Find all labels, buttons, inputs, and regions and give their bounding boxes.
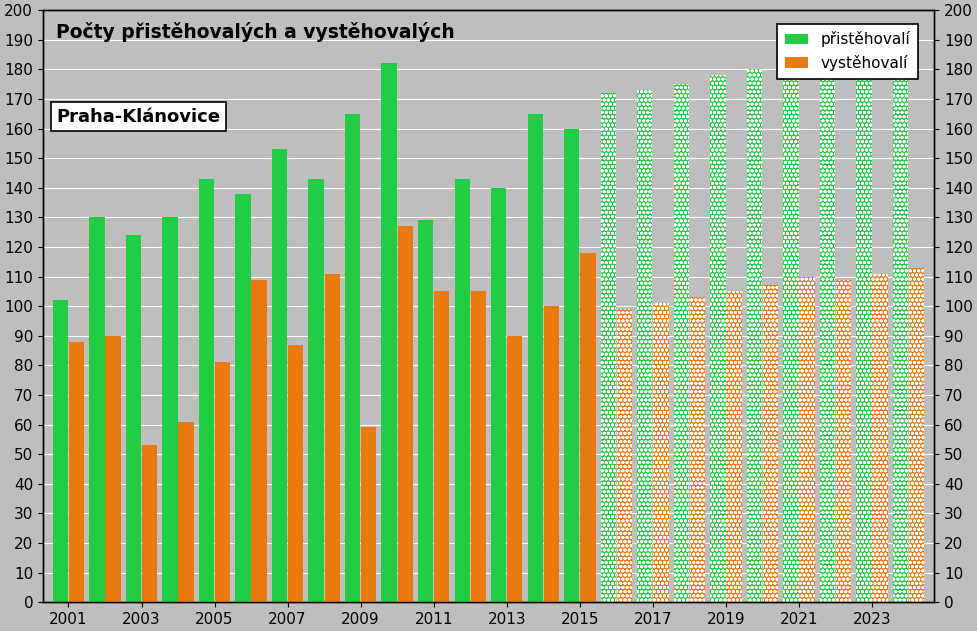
Bar xyxy=(491,188,506,602)
Bar xyxy=(398,227,413,602)
Bar xyxy=(784,69,798,602)
Bar xyxy=(471,292,486,602)
Bar xyxy=(674,84,689,602)
Bar xyxy=(746,69,762,602)
Bar xyxy=(836,280,851,602)
Bar xyxy=(381,64,397,602)
Bar xyxy=(580,253,596,602)
Bar xyxy=(799,276,815,602)
Bar xyxy=(654,303,668,602)
Bar xyxy=(836,280,851,602)
Bar xyxy=(820,61,835,602)
Bar xyxy=(690,297,705,602)
Bar xyxy=(710,75,726,602)
Bar xyxy=(345,114,361,602)
Bar xyxy=(106,336,121,602)
Bar xyxy=(543,306,559,602)
Bar xyxy=(637,90,653,602)
Bar xyxy=(799,276,815,602)
Bar xyxy=(507,336,523,602)
Bar xyxy=(528,114,543,602)
Bar xyxy=(893,49,909,602)
Bar xyxy=(690,297,705,602)
Bar xyxy=(893,49,909,602)
Text: Počty přistěhovalých a vystěhovalých: Počty přistěhovalých a vystěhovalých xyxy=(57,22,455,42)
Bar xyxy=(288,345,303,602)
Bar xyxy=(601,93,616,602)
Bar xyxy=(68,341,84,602)
Bar xyxy=(763,285,778,602)
Bar xyxy=(53,300,68,602)
Bar xyxy=(763,285,778,602)
Bar xyxy=(674,84,689,602)
Bar xyxy=(324,274,340,602)
Bar xyxy=(637,90,653,602)
Bar xyxy=(454,179,470,602)
Bar xyxy=(251,280,267,602)
Bar xyxy=(199,179,214,602)
Bar xyxy=(872,274,888,602)
Bar xyxy=(162,217,178,602)
Text: Praha-Klánovice: Praha-Klánovice xyxy=(57,108,220,126)
Bar xyxy=(820,61,835,602)
Bar xyxy=(309,179,323,602)
Bar xyxy=(235,194,251,602)
Bar xyxy=(418,220,434,602)
Bar xyxy=(726,292,742,602)
Bar xyxy=(434,292,449,602)
Bar xyxy=(616,309,632,602)
Bar xyxy=(856,54,871,602)
Bar xyxy=(746,69,762,602)
Bar xyxy=(126,235,141,602)
Bar xyxy=(710,75,726,602)
Bar xyxy=(856,54,871,602)
Bar xyxy=(142,445,157,602)
Bar xyxy=(564,129,579,602)
Bar xyxy=(361,427,376,602)
Bar xyxy=(89,217,105,602)
Legend: přistěhovalí, vystěhovalí: přistěhovalí, vystěhovalí xyxy=(778,24,917,79)
Bar xyxy=(616,309,632,602)
Bar xyxy=(654,303,668,602)
Bar xyxy=(909,268,924,602)
Bar xyxy=(726,292,742,602)
Bar xyxy=(909,268,924,602)
Bar xyxy=(272,150,287,602)
Bar xyxy=(784,69,798,602)
Bar xyxy=(872,274,888,602)
Bar xyxy=(215,362,231,602)
Bar xyxy=(601,93,616,602)
Bar xyxy=(179,422,193,602)
